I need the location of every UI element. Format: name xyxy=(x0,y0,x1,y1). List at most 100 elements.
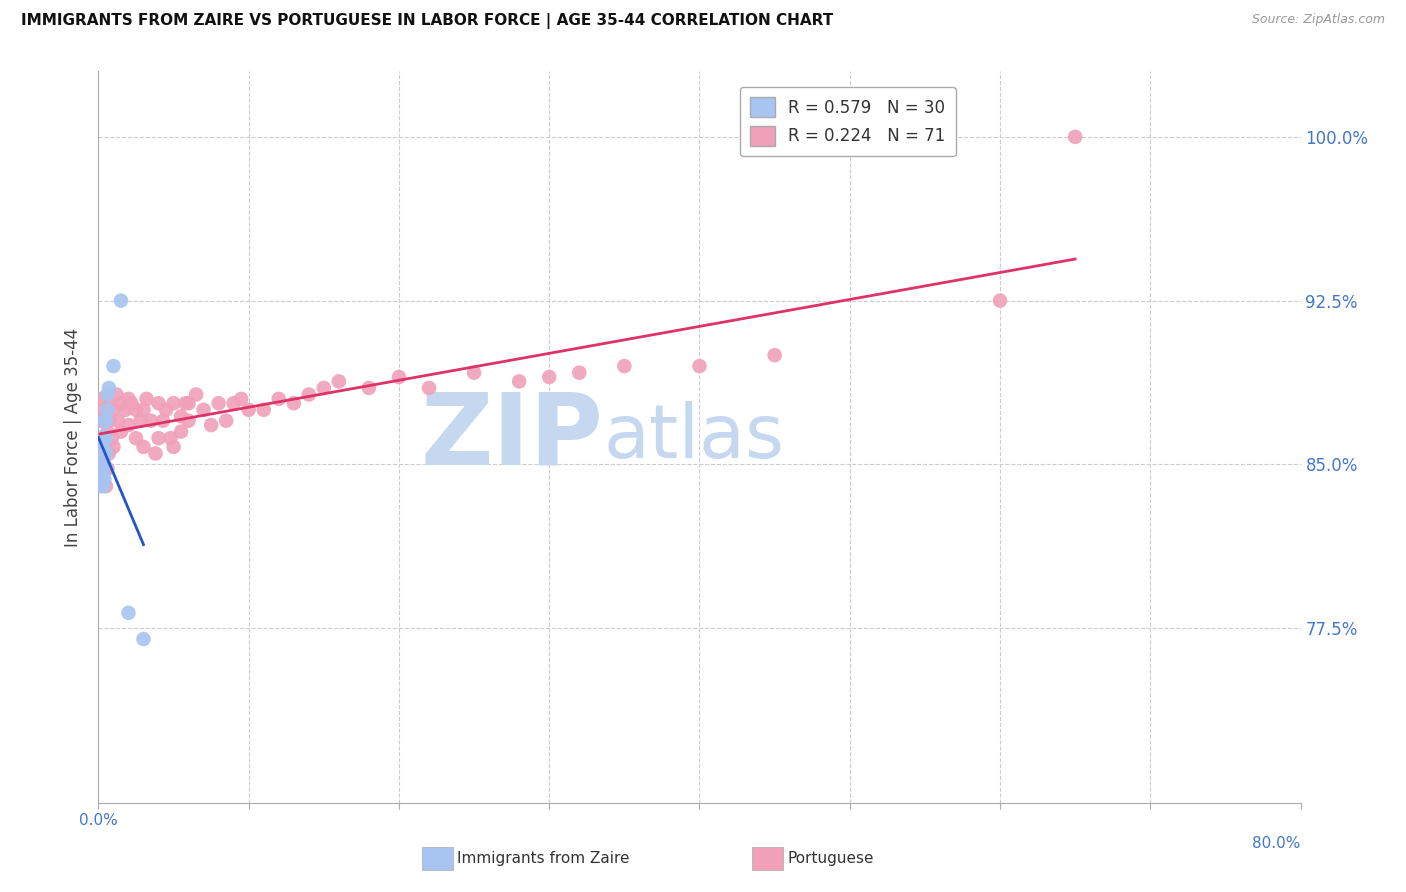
Point xyxy=(94,431,117,445)
Point xyxy=(200,418,222,433)
Point xyxy=(125,402,148,417)
Point xyxy=(132,440,155,454)
Point xyxy=(538,370,561,384)
Point xyxy=(91,468,114,483)
Point xyxy=(96,461,118,475)
Point xyxy=(93,444,115,458)
Point xyxy=(105,387,128,401)
Point xyxy=(90,453,112,467)
Point xyxy=(87,461,110,475)
Point xyxy=(208,396,231,410)
Point xyxy=(117,606,139,620)
Point xyxy=(148,396,170,410)
Point xyxy=(357,381,380,395)
Point xyxy=(94,479,117,493)
Point xyxy=(110,396,132,410)
Point xyxy=(238,402,260,417)
Point xyxy=(613,359,636,373)
Point xyxy=(568,366,591,380)
Point xyxy=(148,431,170,445)
Point xyxy=(170,425,193,439)
Point xyxy=(90,458,112,472)
Point xyxy=(145,446,167,460)
Text: Immigrants from Zaire: Immigrants from Zaire xyxy=(457,852,630,866)
Point xyxy=(312,381,335,395)
Point xyxy=(463,366,485,380)
Point xyxy=(508,375,530,389)
Point xyxy=(103,359,125,373)
Point xyxy=(159,431,181,445)
Point xyxy=(100,396,122,410)
Point xyxy=(418,381,440,395)
Point xyxy=(87,473,110,487)
Point xyxy=(97,446,120,460)
Point xyxy=(125,431,148,445)
Point xyxy=(94,414,117,428)
Point xyxy=(162,396,184,410)
Point xyxy=(93,473,115,487)
Point xyxy=(184,387,207,401)
Point xyxy=(91,446,114,460)
Text: Portuguese: Portuguese xyxy=(787,852,875,866)
Point xyxy=(89,414,111,428)
Point xyxy=(89,458,111,472)
Text: atlas: atlas xyxy=(603,401,785,474)
Point xyxy=(90,461,112,475)
Legend: R = 0.579   N = 30, R = 0.224   N = 71: R = 0.579 N = 30, R = 0.224 N = 71 xyxy=(740,87,956,156)
Point xyxy=(132,632,155,646)
Point xyxy=(328,375,350,389)
Point xyxy=(689,359,711,373)
Point xyxy=(298,387,321,401)
Point xyxy=(89,479,111,493)
Point xyxy=(103,440,125,454)
Point xyxy=(91,479,114,493)
Point xyxy=(253,402,276,417)
Point xyxy=(170,409,193,424)
Point xyxy=(94,446,117,460)
Point xyxy=(155,402,177,417)
Point xyxy=(193,402,215,417)
Point xyxy=(174,396,197,410)
Point xyxy=(94,440,117,454)
Point xyxy=(177,414,200,428)
Text: Source: ZipAtlas.com: Source: ZipAtlas.com xyxy=(1251,13,1385,27)
Point xyxy=(97,381,120,395)
Point xyxy=(988,293,1011,308)
Point xyxy=(97,414,120,428)
Point xyxy=(90,440,112,454)
Point xyxy=(96,387,118,401)
Point xyxy=(121,396,143,410)
Point xyxy=(103,402,125,417)
Point xyxy=(152,414,174,428)
Point xyxy=(89,446,111,460)
Point xyxy=(267,392,290,406)
Point xyxy=(91,446,114,460)
Point xyxy=(110,293,132,308)
Point xyxy=(93,431,115,445)
Point xyxy=(93,402,115,417)
Point xyxy=(215,414,238,428)
Point xyxy=(117,418,139,433)
Point xyxy=(89,468,111,483)
Point xyxy=(763,348,786,362)
Y-axis label: In Labor Force | Age 35-44: In Labor Force | Age 35-44 xyxy=(65,327,83,547)
Point xyxy=(90,392,112,406)
Point xyxy=(96,425,118,439)
Point xyxy=(1064,129,1087,144)
Point xyxy=(132,402,155,417)
Point xyxy=(231,392,253,406)
Point xyxy=(114,402,136,417)
Point xyxy=(222,396,245,410)
Point xyxy=(139,414,162,428)
Point xyxy=(93,414,115,428)
Point xyxy=(135,392,157,406)
Point xyxy=(93,458,115,472)
Point xyxy=(117,392,139,406)
Point xyxy=(162,440,184,454)
Text: IMMIGRANTS FROM ZAIRE VS PORTUGUESE IN LABOR FORCE | AGE 35-44 CORRELATION CHART: IMMIGRANTS FROM ZAIRE VS PORTUGUESE IN L… xyxy=(21,13,834,29)
Text: 80.0%: 80.0% xyxy=(1253,836,1301,851)
Point xyxy=(283,396,305,410)
Point xyxy=(388,370,411,384)
Point xyxy=(90,475,112,489)
Point xyxy=(91,458,114,472)
